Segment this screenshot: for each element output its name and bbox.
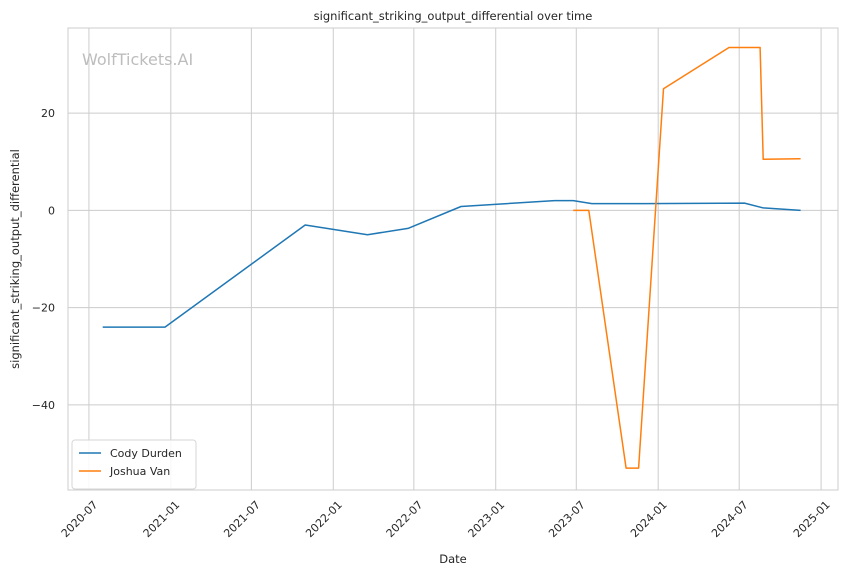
chart-title: significant_striking_output_differential… [314,9,593,23]
legend-label: Joshua Van [109,465,170,478]
legend: Cody Durden Joshua Van [71,439,197,490]
y-axis-label: significant_striking_output_differential [8,149,22,369]
plot-frame [67,27,839,491]
series-layer [102,46,801,469]
y-tick-label: 20 [41,107,55,120]
legend-label: Cody Durden [110,447,182,460]
x-axis-label: Date [439,552,467,566]
watermark: WolfTickets.AI [82,50,193,69]
series-line-joshua-van [573,46,801,469]
y-tick-label: 0 [48,204,55,217]
series-line-cody-durden [102,199,801,328]
y-axis-ticks: 20 0 −20 −40 [32,107,55,412]
legend-box [71,439,197,490]
y-tick-label: −40 [32,399,55,412]
y-tick-label: −20 [32,302,55,315]
grid [68,28,838,490]
